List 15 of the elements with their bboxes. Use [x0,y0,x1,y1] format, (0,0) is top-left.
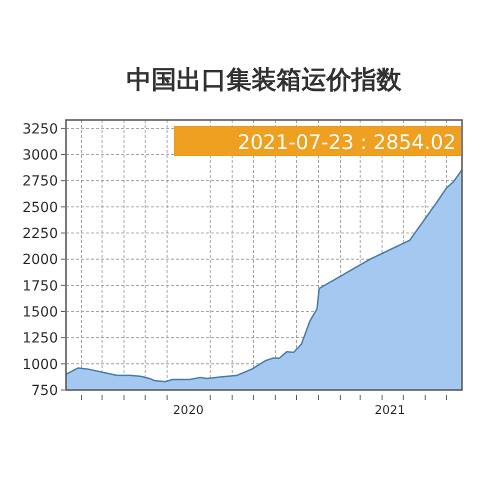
y-tick-label: 2500 [22,200,58,216]
y-tick-label: 2750 [22,174,58,190]
y-tick-label: 3000 [22,148,58,164]
annotation: 2021-07-23 : 2854.02 [238,130,456,154]
y-tick-label: 2000 [22,252,58,268]
chart-title: 中国出口集装箱运价指数 [126,65,402,94]
y-tick-label: 2250 [22,226,58,242]
y-tick-label: 1250 [22,330,58,347]
y-tick-label: 3250 [22,121,58,138]
y-tick-label: 750 [31,383,58,399]
x-tick-label: 2020 [173,403,204,417]
y-tick-label: 1750 [22,278,58,294]
x-tick-label: 2021 [374,403,406,417]
y-tick-label: 1500 [22,304,58,321]
y-tick-label: 1000 [22,356,58,373]
